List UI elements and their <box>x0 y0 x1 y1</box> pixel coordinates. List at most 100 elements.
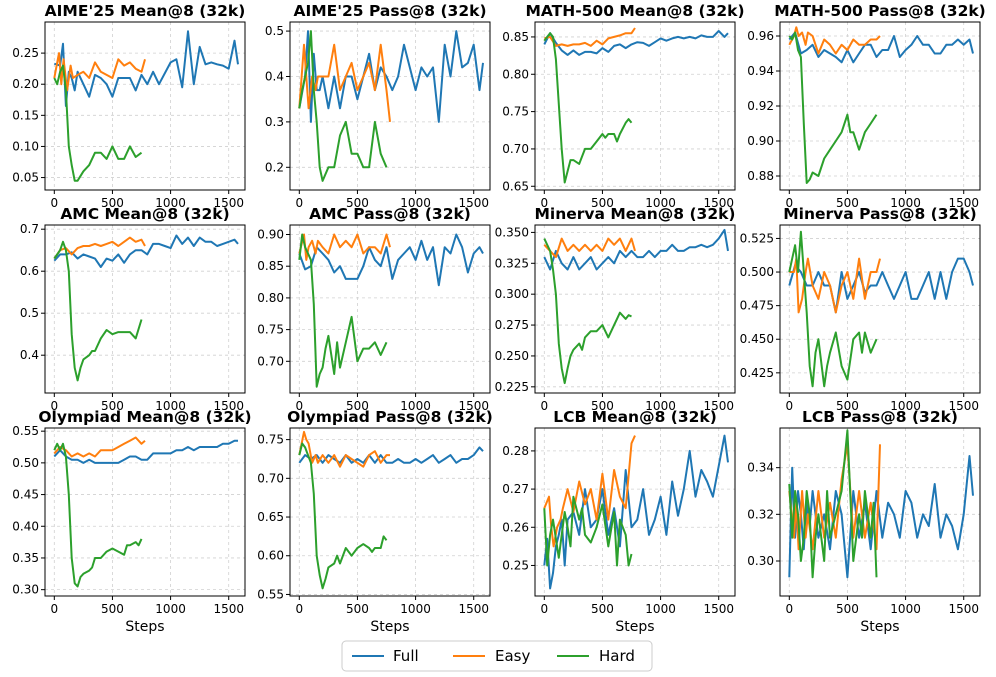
panel-minerva-pass-8-32k: 0 500 1000 1500 0.425 0.450 0.475 0.500 0.525 Min… <box>740 205 981 413</box>
x-tick-label: 0 <box>50 602 58 616</box>
series-line-easy <box>298 430 390 468</box>
series-line-easy <box>298 233 391 261</box>
x-axis-label: Steps <box>860 619 899 635</box>
legend-label-easy: Easy <box>495 647 530 665</box>
x-tick-label: 1000 <box>400 196 431 210</box>
panel-lcb-mean-8-32k: 0 500 1000 1500 0.25 0.26 0.27 0.28 LCB Mean@8 (… <box>502 408 736 635</box>
axes-frame <box>289 21 491 191</box>
y-tick-label: 0.28 <box>502 444 529 458</box>
x-tick-label: 500 <box>591 196 614 210</box>
y-tick-label: 0.7 <box>20 222 39 236</box>
series-line-easy <box>543 237 636 259</box>
x-tick-label: 500 <box>101 196 124 210</box>
y-tick-label: 0.20 <box>12 77 39 91</box>
y-tick-label: 0.55 <box>257 587 284 601</box>
axes-frame <box>534 21 736 191</box>
y-tick-label: 0.225 <box>495 380 529 394</box>
panel-title: AIME'25 Pass@8 (32k) <box>293 2 486 20</box>
y-tick-label: 0.26 <box>502 520 529 534</box>
y-tick-label: 0.85 <box>257 259 284 273</box>
x-tick-label: 500 <box>346 602 369 616</box>
x-tick-label: 0 <box>785 399 793 413</box>
y-tick-label: 0.75 <box>257 433 284 447</box>
y-tick-label: 0.65 <box>502 179 529 193</box>
series-line-full <box>298 446 484 464</box>
panel-title: Minerva Pass@8 (32k) <box>783 205 976 223</box>
y-tick-label: 0.90 <box>257 228 284 242</box>
series-line-easy <box>298 43 391 123</box>
y-tick-label: 0.60 <box>257 549 284 563</box>
series-line-easy <box>544 27 636 47</box>
x-tick-label: 1500 <box>458 602 489 616</box>
y-tick-label: 0.3 <box>265 115 284 129</box>
y-tick-label: 0.350 <box>495 225 529 239</box>
y-tick-label: 0.325 <box>495 256 529 270</box>
series-line-full <box>788 257 974 314</box>
x-tick-label: 1500 <box>213 602 244 616</box>
series-line-easy <box>788 26 881 55</box>
legend-label-hard: Hard <box>599 647 635 665</box>
y-tick-label: 0.45 <box>12 488 39 502</box>
panel-amc-mean-8-32k: 0 500 1000 1500 0.4 0.5 0.6 0.7 AMC Mean@8 (32k) <box>20 205 246 413</box>
series-line-easy <box>53 236 146 260</box>
axes-frame <box>44 427 246 597</box>
x-tick-label: 1500 <box>948 196 979 210</box>
y-tick-label: 0.50 <box>12 456 39 470</box>
x-tick-label: 500 <box>346 399 369 413</box>
series-line-hard <box>788 31 878 184</box>
x-axis-label: Steps <box>125 619 164 635</box>
y-tick-label: 0.05 <box>12 171 39 185</box>
x-tick-label: 500 <box>591 399 614 413</box>
y-tick-label: 0.70 <box>502 142 529 156</box>
panels-grid: 0 500 1000 15000.050.100.150.200.25AIME'25 … <box>12 2 985 635</box>
y-tick-label: 0.4 <box>20 348 39 362</box>
y-tick-label: 0.6 <box>20 264 39 278</box>
series-line-hard <box>788 429 878 579</box>
series-line-easy <box>53 52 146 92</box>
axes-frame <box>534 427 736 597</box>
x-tick-label: 1000 <box>645 602 676 616</box>
x-tick-label: 500 <box>836 196 859 210</box>
series-line-hard <box>53 64 143 182</box>
panel-math-500-pass-8-32k: 0 500 1000 1500 0.88 0.90 0.92 0.94 0.96MATH-500… <box>747 2 985 210</box>
panel-math-500-mean-8-32k: 0 500 1000 1500 0.65 0.70 0.75 0.80 0.85 MATH-500… <box>502 2 744 210</box>
panel-title: Olympiad Mean@8 (32k) <box>38 408 251 426</box>
axes-frame <box>779 224 981 394</box>
x-tick-label: 500 <box>346 196 369 210</box>
y-tick-label: 0.40 <box>12 519 39 533</box>
x-axis-label: Steps <box>370 619 409 635</box>
y-tick-label: 0.75 <box>257 323 284 337</box>
axes-frame <box>289 224 491 394</box>
legend-label-full: Full <box>393 647 419 665</box>
y-tick-label: 0.75 <box>502 105 529 119</box>
series-line-hard <box>543 32 633 184</box>
x-tick-label: 500 <box>836 399 859 413</box>
panel-title: MATH-500 Mean@8 (32k) <box>525 2 744 20</box>
y-tick-label: 0.34 <box>747 461 774 475</box>
x-tick-label: 0 <box>540 399 548 413</box>
x-tick-label: 1000 <box>890 196 921 210</box>
axes-frame <box>44 224 246 394</box>
x-tick-label: 1500 <box>703 602 734 616</box>
x-tick-label: 1500 <box>213 196 244 210</box>
y-tick-label: 0.15 <box>12 108 39 122</box>
x-tick-label: 1000 <box>400 399 431 413</box>
panel-title: MATH-500 Pass@8 (32k) <box>774 2 986 20</box>
y-tick-label: 0.275 <box>495 318 529 332</box>
x-tick-label: 1000 <box>890 602 921 616</box>
series-line-easy <box>53 436 146 458</box>
x-tick-label: 500 <box>836 602 859 616</box>
series-line-full <box>788 31 974 64</box>
x-tick-label: 1000 <box>645 399 676 413</box>
x-tick-label: 1500 <box>703 399 734 413</box>
series-line-full <box>298 233 484 287</box>
x-tick-label: 1000 <box>155 196 186 210</box>
y-tick-label: 0.25 <box>12 46 39 60</box>
x-tick-label: 0 <box>785 602 793 616</box>
x-tick-label: 0 <box>785 196 793 210</box>
panel-title: LCB Pass@8 (32k) <box>802 408 958 426</box>
series-line-hard <box>53 240 143 382</box>
panel-minerva-mean-8-32k: 0 500 1000 1500 0.225 0.250 0.275 0.300 0.325 0.3… <box>495 205 736 413</box>
y-tick-label: 0.85 <box>502 30 529 44</box>
